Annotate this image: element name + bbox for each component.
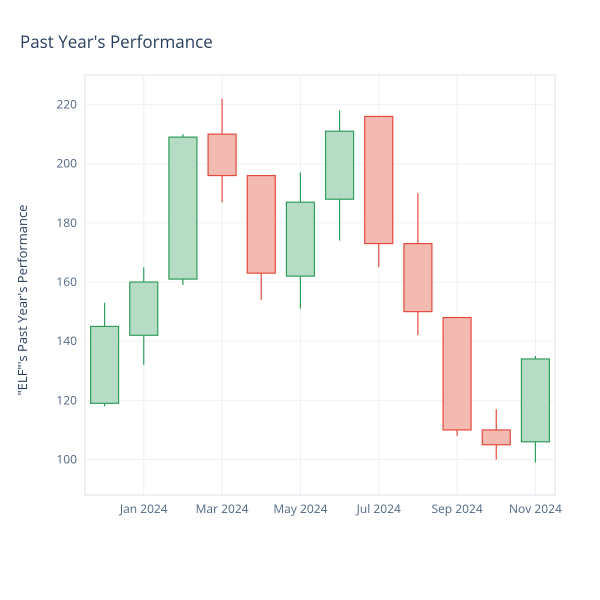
svg-text:120: 120 (56, 391, 77, 408)
svg-text:Nov 2024: Nov 2024 (509, 500, 562, 517)
svg-text:Jul 2024: Jul 2024 (356, 500, 401, 517)
svg-text:160: 160 (56, 273, 77, 290)
svg-text:Mar 2024: Mar 2024 (196, 500, 249, 517)
y-axis-label: "ELF"'s Past Year's Performance (13, 205, 31, 396)
chart-svg: 100 120 140 160 180 200 220 Jan 2024 Mar 2024 May… (0, 0, 600, 600)
svg-text:May 2024: May 2024 (273, 500, 327, 517)
svg-text:140: 140 (56, 332, 77, 349)
chart-title: Past Year's Performance (20, 30, 213, 53)
svg-text:100: 100 (56, 451, 77, 468)
svg-text:Jan 2024: Jan 2024 (119, 500, 168, 517)
svg-text:180: 180 (56, 214, 77, 231)
svg-text:200: 200 (56, 155, 77, 172)
svg-text:Sep 2024: Sep 2024 (431, 500, 482, 517)
candlestick-chart: Past Year's Performance "ELF"'s Past Yea… (0, 0, 600, 600)
svg-text:220: 220 (56, 96, 77, 113)
